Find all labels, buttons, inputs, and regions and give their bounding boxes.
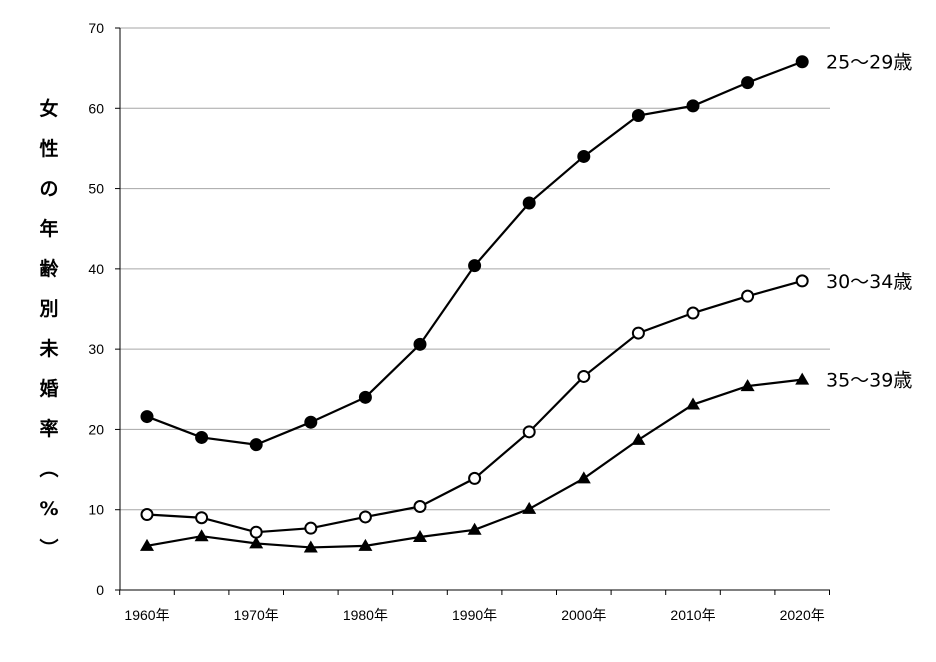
data-point [741,289,755,303]
y-axis-label-char: 別 [39,298,59,320]
data-point [358,538,373,551]
y-tick-label: 10 [88,502,104,518]
data-point [576,471,591,484]
series-line [146,378,803,549]
data-point [413,337,427,351]
data-point [522,425,536,439]
data-point [304,521,318,535]
data-point [631,109,645,123]
data-point [467,522,482,535]
data-point [686,306,700,320]
data-point [413,500,427,514]
data-point [413,530,427,543]
data-point [741,76,755,90]
x-tick-label: 1960年 [124,607,169,623]
data-point [522,196,536,210]
series-label: 35〜39歳 [826,370,912,392]
y-tick-label: 50 [88,181,104,197]
data-point [577,149,591,163]
data-point [740,379,755,392]
series-line [146,279,803,534]
data-point [686,99,700,113]
x-tick-labels: 1960年 1970年 1980年 1990年 2000年 2010年 2020年 [124,607,824,623]
data-point [140,410,154,424]
data-point [795,55,809,69]
data-point [358,510,372,524]
series [140,55,810,553]
y-tick-label: 70 [88,20,104,36]
y-axis-label-char: ︵ [39,458,59,480]
series-labels: 25〜29歳 30〜34歳 35〜39歳 [826,52,912,392]
data-point [140,538,154,551]
x-tick-label: 2010年 [670,607,715,623]
series-line [146,60,803,446]
x-tick-label: 2000年 [561,607,606,623]
data-point [140,508,154,522]
y-tick-label: 40 [88,261,104,277]
data-point [686,397,700,410]
series-label: 30〜34歳 [826,271,912,293]
y-axis-label: 女性の年齢別未婚率 ︵% ︶ [34,100,64,580]
x-tick-label: 2020年 [780,607,825,623]
y-axis-label-char: 未 [39,338,59,360]
y-axis-label-char: % [39,498,59,520]
data-point [468,259,482,273]
data-point [631,432,646,445]
data-point [795,274,809,288]
y-axis-label-char: 率 [39,418,59,440]
x-tick-label: 1970年 [234,607,279,623]
x-tick-label: 1980年 [343,607,388,623]
series-open-circle [140,274,809,539]
y-axis-label-char: 女 [39,98,59,120]
data-point [249,438,263,452]
series-label: 25〜29歳 [826,52,912,74]
y-axis-label-char: 性 [39,138,59,160]
y-axis-label-char: 齢 [39,258,59,280]
data-point [795,372,810,385]
y-tick-labels: 0 10 20 30 40 50 60 70 [88,20,104,598]
data-point [358,390,372,404]
series-filled-circle [140,55,809,452]
data-point [249,536,264,549]
data-point [249,525,263,539]
gridlines [120,27,830,511]
data-point [631,326,645,340]
y-tick-label: 20 [88,421,104,437]
y-axis-label-char: ︶ [39,538,59,560]
series-filled-triangle [140,372,810,553]
data-point [577,369,591,383]
y-axis-label-char: 年 [39,218,59,240]
y-tick-label: 0 [96,582,104,598]
y-tick-label: 30 [88,341,104,357]
y-axis-label-char: の [39,178,59,200]
data-point [195,430,209,444]
y-axis-label-char: 婚 [39,378,59,400]
axes [115,27,830,595]
data-point [468,471,482,485]
y-tick-label: 60 [88,100,104,116]
data-point [304,415,318,429]
data-point [303,540,318,553]
x-tick-label: 1990年 [452,607,497,623]
data-point [522,501,537,514]
data-point [195,511,209,525]
data-point [194,529,209,542]
